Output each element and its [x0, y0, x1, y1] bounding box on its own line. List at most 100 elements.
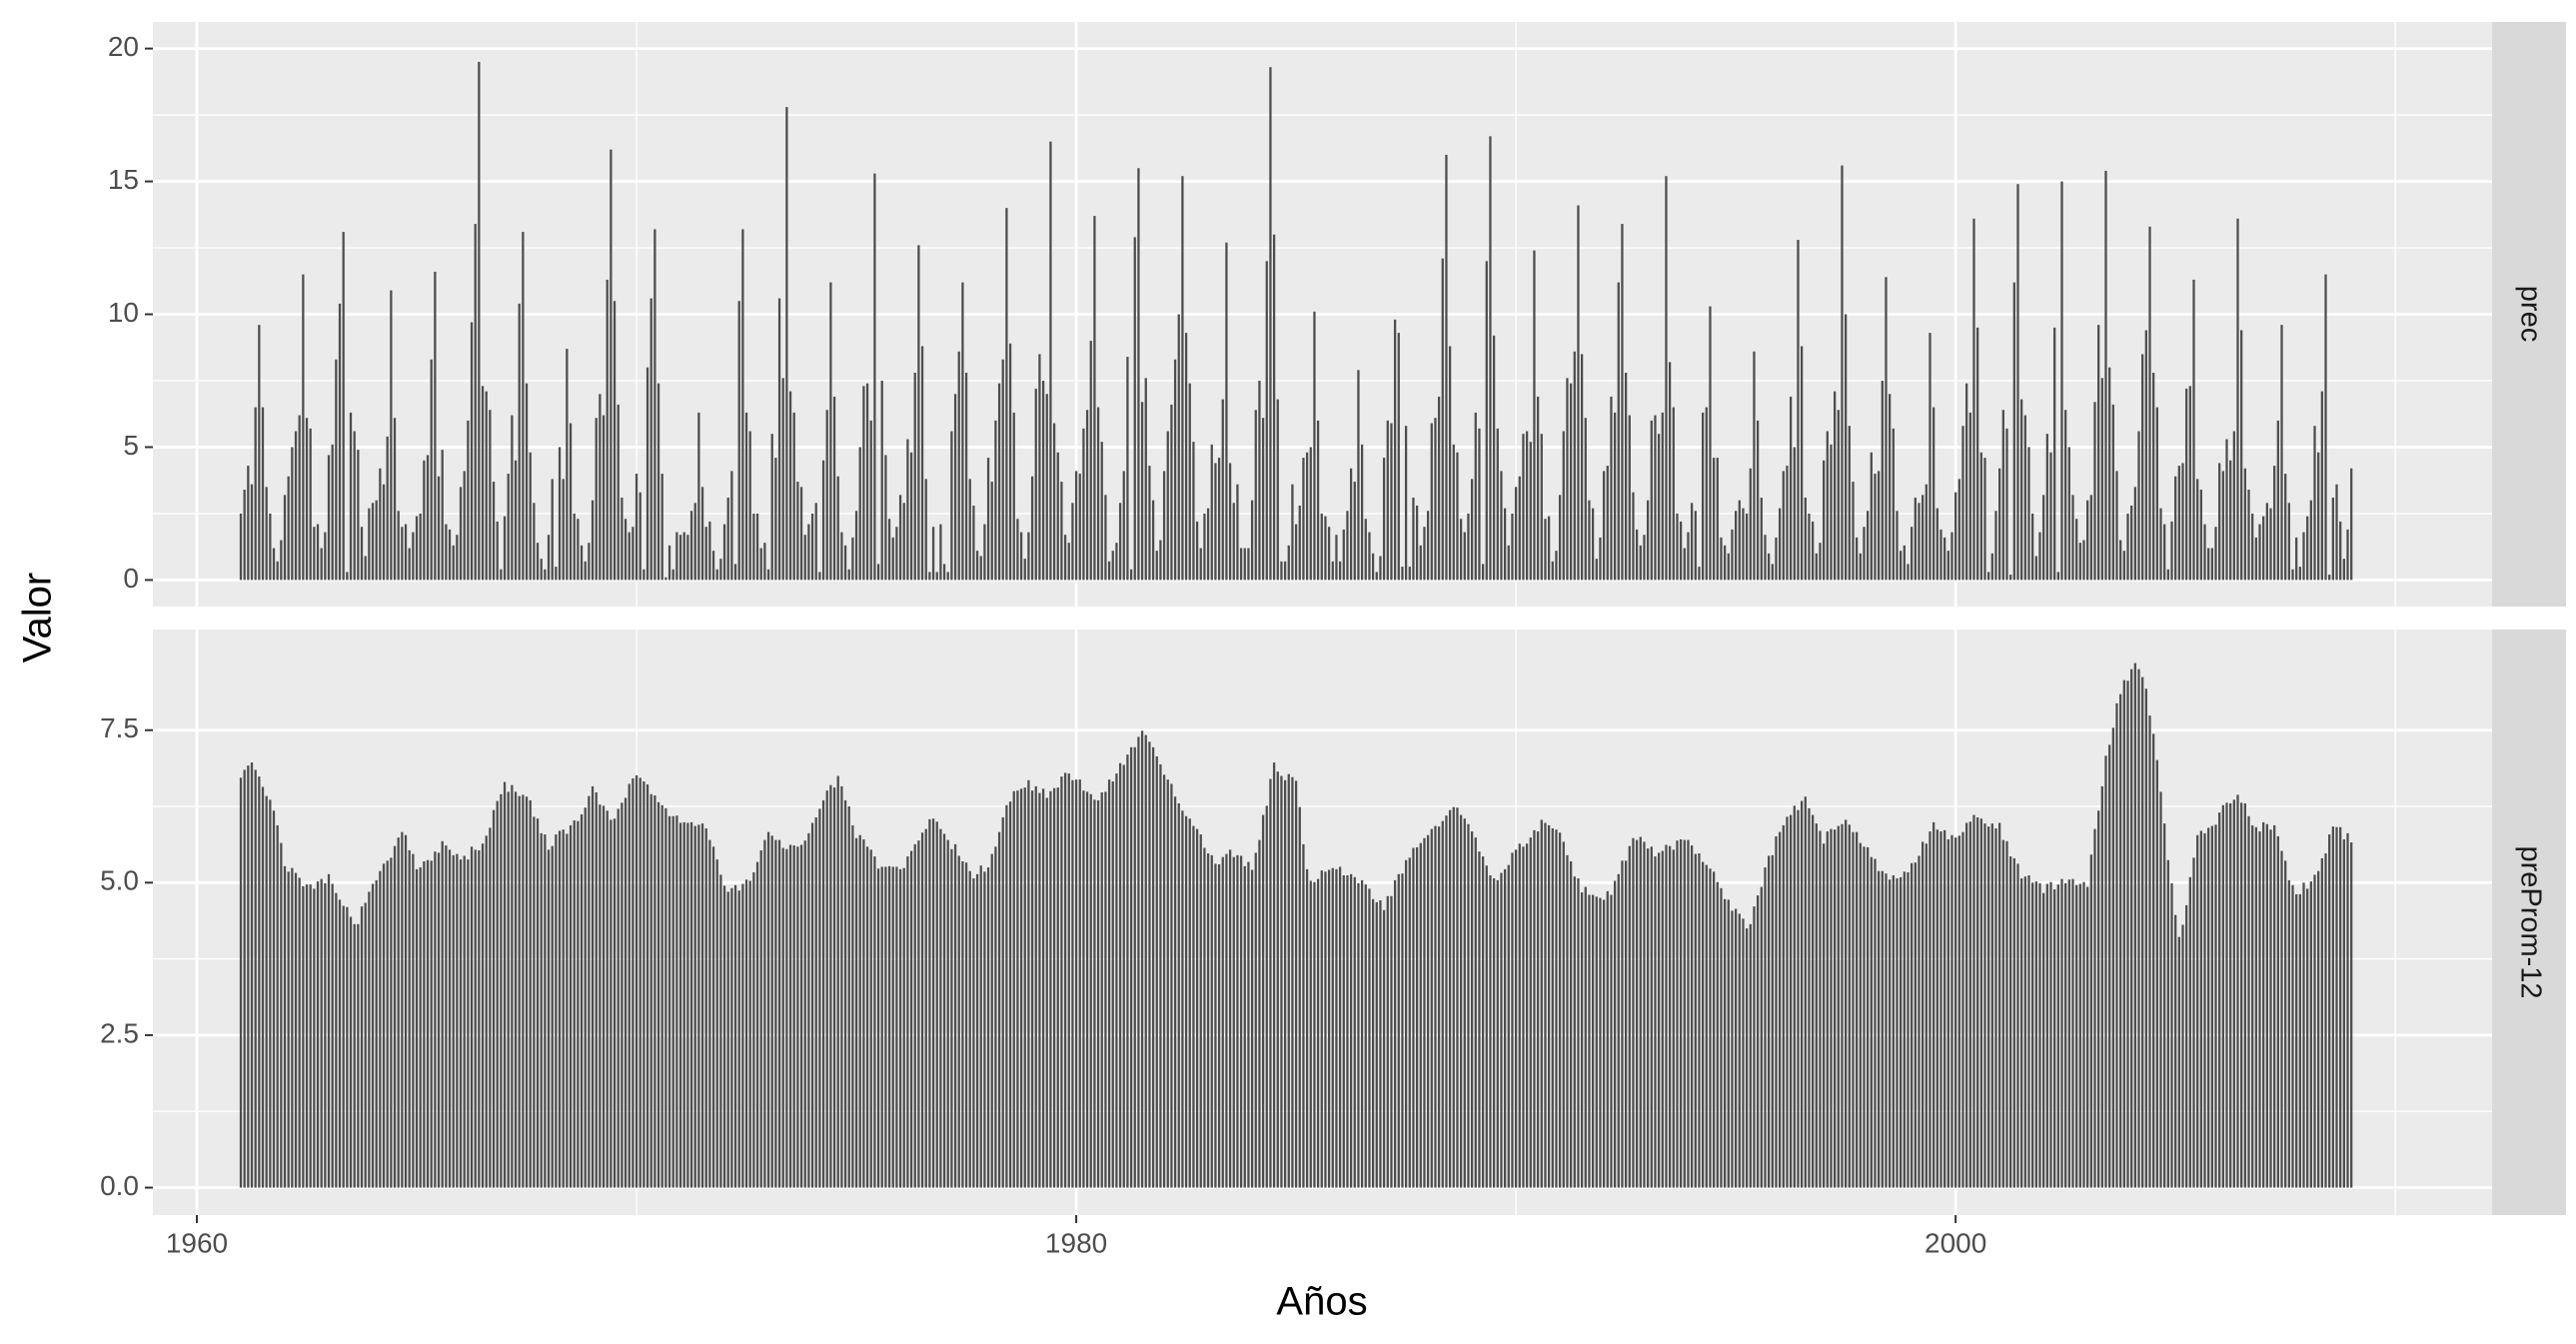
bar-preprom-12	[1834, 829, 1837, 1188]
bar-preprom-12	[1214, 863, 1217, 1188]
bar-prec	[1412, 497, 1415, 581]
bar-prec	[1247, 548, 1250, 581]
bar-preprom-12	[1892, 875, 1895, 1188]
bar-preprom-12	[2119, 693, 2122, 1188]
bar-prec	[1786, 466, 1789, 581]
bar-preprom-12	[1250, 869, 1254, 1188]
bar-prec	[368, 508, 371, 581]
bar-prec	[2229, 460, 2232, 581]
bar-prec	[788, 391, 792, 581]
bar-preprom-12	[2177, 936, 2180, 1188]
bar-preprom-12	[320, 878, 323, 1188]
bar-prec	[1852, 482, 1855, 581]
bar-preprom-12	[2060, 878, 2063, 1188]
bar-prec	[2126, 513, 2129, 581]
bar-prec	[1511, 513, 1514, 581]
bar-preprom-12	[2232, 799, 2235, 1188]
bar-prec	[689, 511, 693, 581]
bar-prec	[1892, 428, 1895, 581]
bar-prec	[2108, 367, 2111, 581]
bar-prec	[1907, 564, 1910, 581]
bar-preprom-12	[448, 849, 452, 1188]
bar-preprom-12	[1232, 856, 1235, 1188]
bar-preprom-12	[2122, 679, 2125, 1188]
bar-preprom-12	[1401, 873, 1404, 1188]
bar-prec	[686, 535, 689, 581]
bar-preprom-12	[2218, 812, 2221, 1188]
bar-preprom-12	[752, 871, 755, 1188]
bar-prec	[920, 346, 924, 581]
bar-preprom-12	[2181, 924, 2184, 1188]
bar-prec	[1525, 431, 1529, 581]
bar-prec	[1918, 503, 1921, 581]
bar-preprom-12	[1929, 831, 1932, 1188]
bar-prec	[1639, 545, 1642, 581]
bar-prec	[1137, 168, 1140, 581]
bar-prec	[1903, 545, 1906, 581]
bar-preprom-12	[1107, 779, 1111, 1188]
bar-preprom-12	[928, 818, 931, 1188]
bar-prec	[821, 460, 825, 581]
bar-preprom-12	[489, 827, 492, 1188]
bar-prec	[726, 497, 729, 581]
bar-preprom-12	[1731, 910, 1734, 1188]
bar-prec	[382, 484, 386, 581]
bar-preprom-12	[2115, 702, 2118, 1188]
bar-preprom-12	[2130, 669, 2133, 1188]
bar-prec	[2023, 415, 2026, 581]
bar-preprom-12	[1159, 763, 1162, 1188]
bar-prec	[1287, 545, 1290, 581]
bar-preprom-12	[2254, 826, 2257, 1188]
bar-prec	[803, 535, 806, 581]
bar-prec	[1547, 516, 1551, 581]
bar-preprom-12	[1687, 839, 1690, 1188]
bar-preprom-12	[1082, 790, 1085, 1188]
bar-prec	[2049, 452, 2052, 581]
bar-prec	[324, 532, 327, 581]
bar-preprom-12	[2346, 832, 2349, 1188]
bar-preprom-12	[2339, 826, 2342, 1188]
bar-prec	[1430, 423, 1433, 581]
bar-preprom-12	[368, 891, 371, 1188]
bar-preprom-12	[2196, 834, 2199, 1188]
bar-prec	[533, 503, 536, 581]
bar-prec	[2254, 537, 2257, 581]
bar-prec	[2082, 540, 2085, 581]
bar-preprom-12	[986, 867, 990, 1188]
bar-preprom-12	[2174, 914, 2177, 1188]
bar-preprom-12	[1639, 836, 1642, 1188]
bar-prec	[291, 447, 294, 581]
bar-preprom-12	[645, 784, 649, 1188]
bar-preprom-12	[1052, 787, 1056, 1188]
bar-prec	[1346, 511, 1349, 581]
bar-prec	[423, 460, 426, 581]
bar-prec	[2295, 537, 2298, 581]
bar-prec	[1151, 500, 1155, 581]
bar-prec	[1250, 500, 1254, 581]
bar-prec	[1360, 444, 1364, 581]
bar-preprom-12	[2141, 676, 2144, 1188]
bar-preprom-12	[1544, 822, 1547, 1188]
bar-preprom-12	[280, 842, 283, 1188]
bar-prec	[2302, 532, 2305, 581]
bar-prec	[2236, 218, 2239, 581]
bar-preprom-12	[939, 828, 942, 1188]
bar-prec	[1668, 362, 1672, 581]
bar-preprom-12	[1276, 771, 1279, 1188]
bar-preprom-12	[1979, 818, 1982, 1188]
bar-prec	[320, 548, 323, 581]
bar-prec	[1221, 399, 1224, 581]
bar-preprom-12	[401, 831, 404, 1188]
bar-preprom-12	[1661, 850, 1664, 1188]
bar-prec	[1760, 497, 1763, 581]
bar-preprom-12	[375, 879, 378, 1188]
bar-prec	[924, 479, 927, 581]
bar-preprom-12	[1957, 835, 1960, 1188]
bar-prec	[1434, 418, 1437, 581]
bar-preprom-12	[865, 846, 869, 1188]
bar-prec	[711, 551, 715, 581]
y-tick-label-prec: 15	[108, 164, 139, 195]
bar-prec	[1749, 468, 1752, 581]
bar-preprom-12	[1203, 847, 1206, 1188]
bar-prec	[975, 551, 979, 581]
